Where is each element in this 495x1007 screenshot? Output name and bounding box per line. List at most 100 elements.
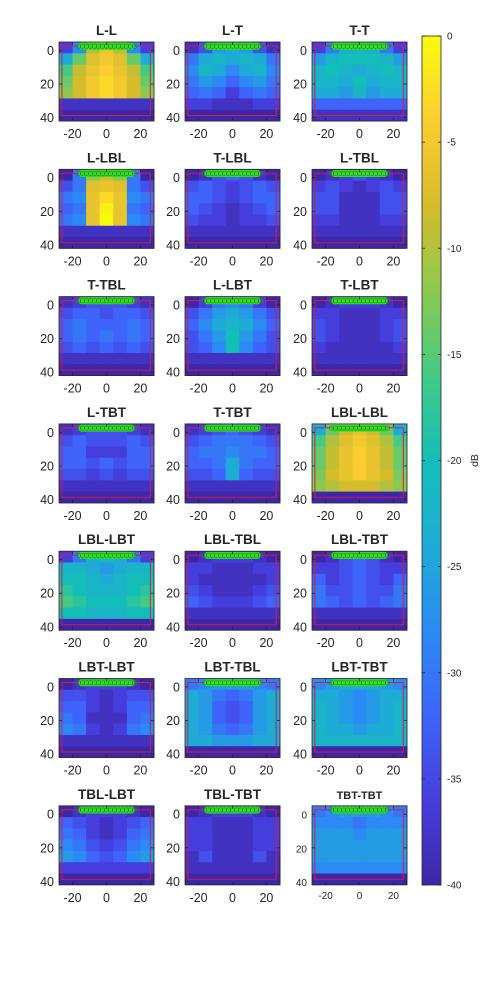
heatmap-cell — [393, 607, 408, 620]
array-element-marker — [328, 807, 334, 813]
heatmap-cells — [312, 678, 408, 758]
heatmap-cell — [113, 353, 128, 365]
x-tick-label: -20 — [64, 127, 82, 141]
array-element-marker — [384, 552, 390, 558]
colorbar: 0 -5 -10 -15 -20 -25 -30 -35 -40 dB — [421, 32, 481, 892]
heatmap-cell — [325, 850, 340, 863]
heatmap-cell — [72, 862, 87, 874]
array-element-marker — [202, 43, 208, 49]
heatmap-cell — [86, 469, 101, 481]
array-element-marker — [226, 807, 232, 813]
array-element-marker — [376, 807, 382, 813]
heatmap-cell — [352, 330, 367, 343]
heatmap-cell — [239, 203, 254, 215]
heatmap-cell — [339, 353, 354, 365]
heatmap-cell — [99, 701, 114, 713]
y-tick-label: 0 — [173, 553, 180, 567]
panel-title: LBT-TBT — [331, 660, 388, 675]
heatmap-cell — [126, 723, 141, 736]
heatmap-cell — [113, 214, 128, 227]
array-element-marker — [254, 552, 260, 558]
x-tick-label: 20 — [133, 764, 147, 778]
heatmap-cell — [312, 42, 326, 54]
array-element-marker — [210, 298, 216, 304]
heatmap-cell — [393, 712, 408, 725]
heatmap-cell — [312, 330, 326, 343]
heatmap-cells — [59, 423, 155, 504]
array-element-marker — [368, 552, 374, 558]
x-tick-label: -20 — [190, 891, 208, 905]
heatmap-cell — [266, 723, 281, 736]
heatmap-cell — [379, 98, 394, 111]
heatmap-cell — [126, 828, 141, 841]
heatmap-cell — [72, 341, 87, 354]
heatmap-cell — [113, 828, 128, 841]
heatmap-cell — [266, 64, 281, 77]
array-element-marker — [257, 680, 263, 686]
x-tick-label: 0 — [229, 636, 236, 650]
heatmap-cell — [99, 839, 114, 852]
x-tick-label: 20 — [386, 764, 400, 778]
heatmap-cell — [126, 446, 141, 459]
array-element-marker — [80, 43, 86, 49]
heatmap-cell — [339, 701, 354, 713]
heatmap-cell — [140, 828, 155, 841]
heatmap-cell — [252, 723, 267, 736]
array-element-marker — [250, 425, 256, 431]
array-element-marker — [344, 43, 350, 49]
heatmap-cell — [225, 98, 240, 111]
heatmap-cell — [225, 585, 240, 597]
heatmap-cell — [59, 169, 73, 181]
heatmap-cell — [379, 341, 394, 354]
array-element-marker — [340, 171, 346, 177]
x-tick-label: -20 — [190, 636, 208, 650]
panel-tbt-tbt: TBT-TBT -20 0 20 0 20 40 — [296, 790, 408, 902]
heatmap-cell — [140, 203, 155, 215]
heatmap-cell — [140, 723, 155, 736]
heatmap-cell — [198, 817, 213, 829]
heatmap-cell — [379, 701, 394, 713]
heatmap-cell — [86, 319, 101, 331]
y-tick-label: 0 — [47, 44, 54, 58]
colorbar-tick-label: -15 — [447, 350, 462, 361]
heatmap-cell — [325, 817, 340, 829]
heatmap-cell — [393, 701, 408, 713]
x-tick-label: 0 — [357, 891, 363, 902]
heatmap-cell — [266, 341, 281, 354]
heatmap-cell — [325, 469, 340, 481]
heatmap-cell — [366, 214, 381, 227]
heatmap-cell — [393, 75, 408, 88]
heatmap-cell — [352, 573, 367, 586]
array-element-marker — [238, 171, 244, 177]
heatmap-cell — [212, 701, 227, 713]
heatmap-cell — [325, 307, 340, 320]
array-element-marker — [242, 171, 248, 177]
heatmap-cell — [59, 723, 73, 736]
heatmap-cell — [72, 319, 87, 331]
x-tick-label: 20 — [386, 636, 400, 650]
heatmap-cell — [352, 341, 367, 354]
array-element-marker — [364, 680, 370, 686]
x-tick-label: 0 — [103, 891, 110, 905]
heatmap-cell — [140, 805, 155, 818]
heatmap-cell — [59, 828, 73, 841]
array-element-marker — [128, 43, 134, 49]
heatmap-cell — [325, 701, 340, 713]
array-element-marker — [112, 298, 118, 304]
array-element-marker — [116, 298, 122, 304]
heatmap-cell — [212, 862, 227, 874]
array-element-marker — [336, 680, 342, 686]
heatmap-cell — [266, 75, 281, 88]
heatmap-cell — [239, 180, 254, 193]
array-element-marker — [214, 171, 220, 177]
heatmap-cell — [379, 828, 394, 841]
heatmap-cell — [86, 562, 101, 575]
heatmap-cell — [325, 87, 340, 99]
heatmap-cell — [266, 585, 281, 597]
heatmap-cell — [99, 435, 114, 447]
heatmap-cell — [86, 98, 101, 111]
heatmap-cell — [99, 98, 114, 111]
heatmap-cell — [113, 330, 128, 343]
heatmap-cell — [239, 828, 254, 841]
heatmap-cell — [59, 87, 73, 99]
